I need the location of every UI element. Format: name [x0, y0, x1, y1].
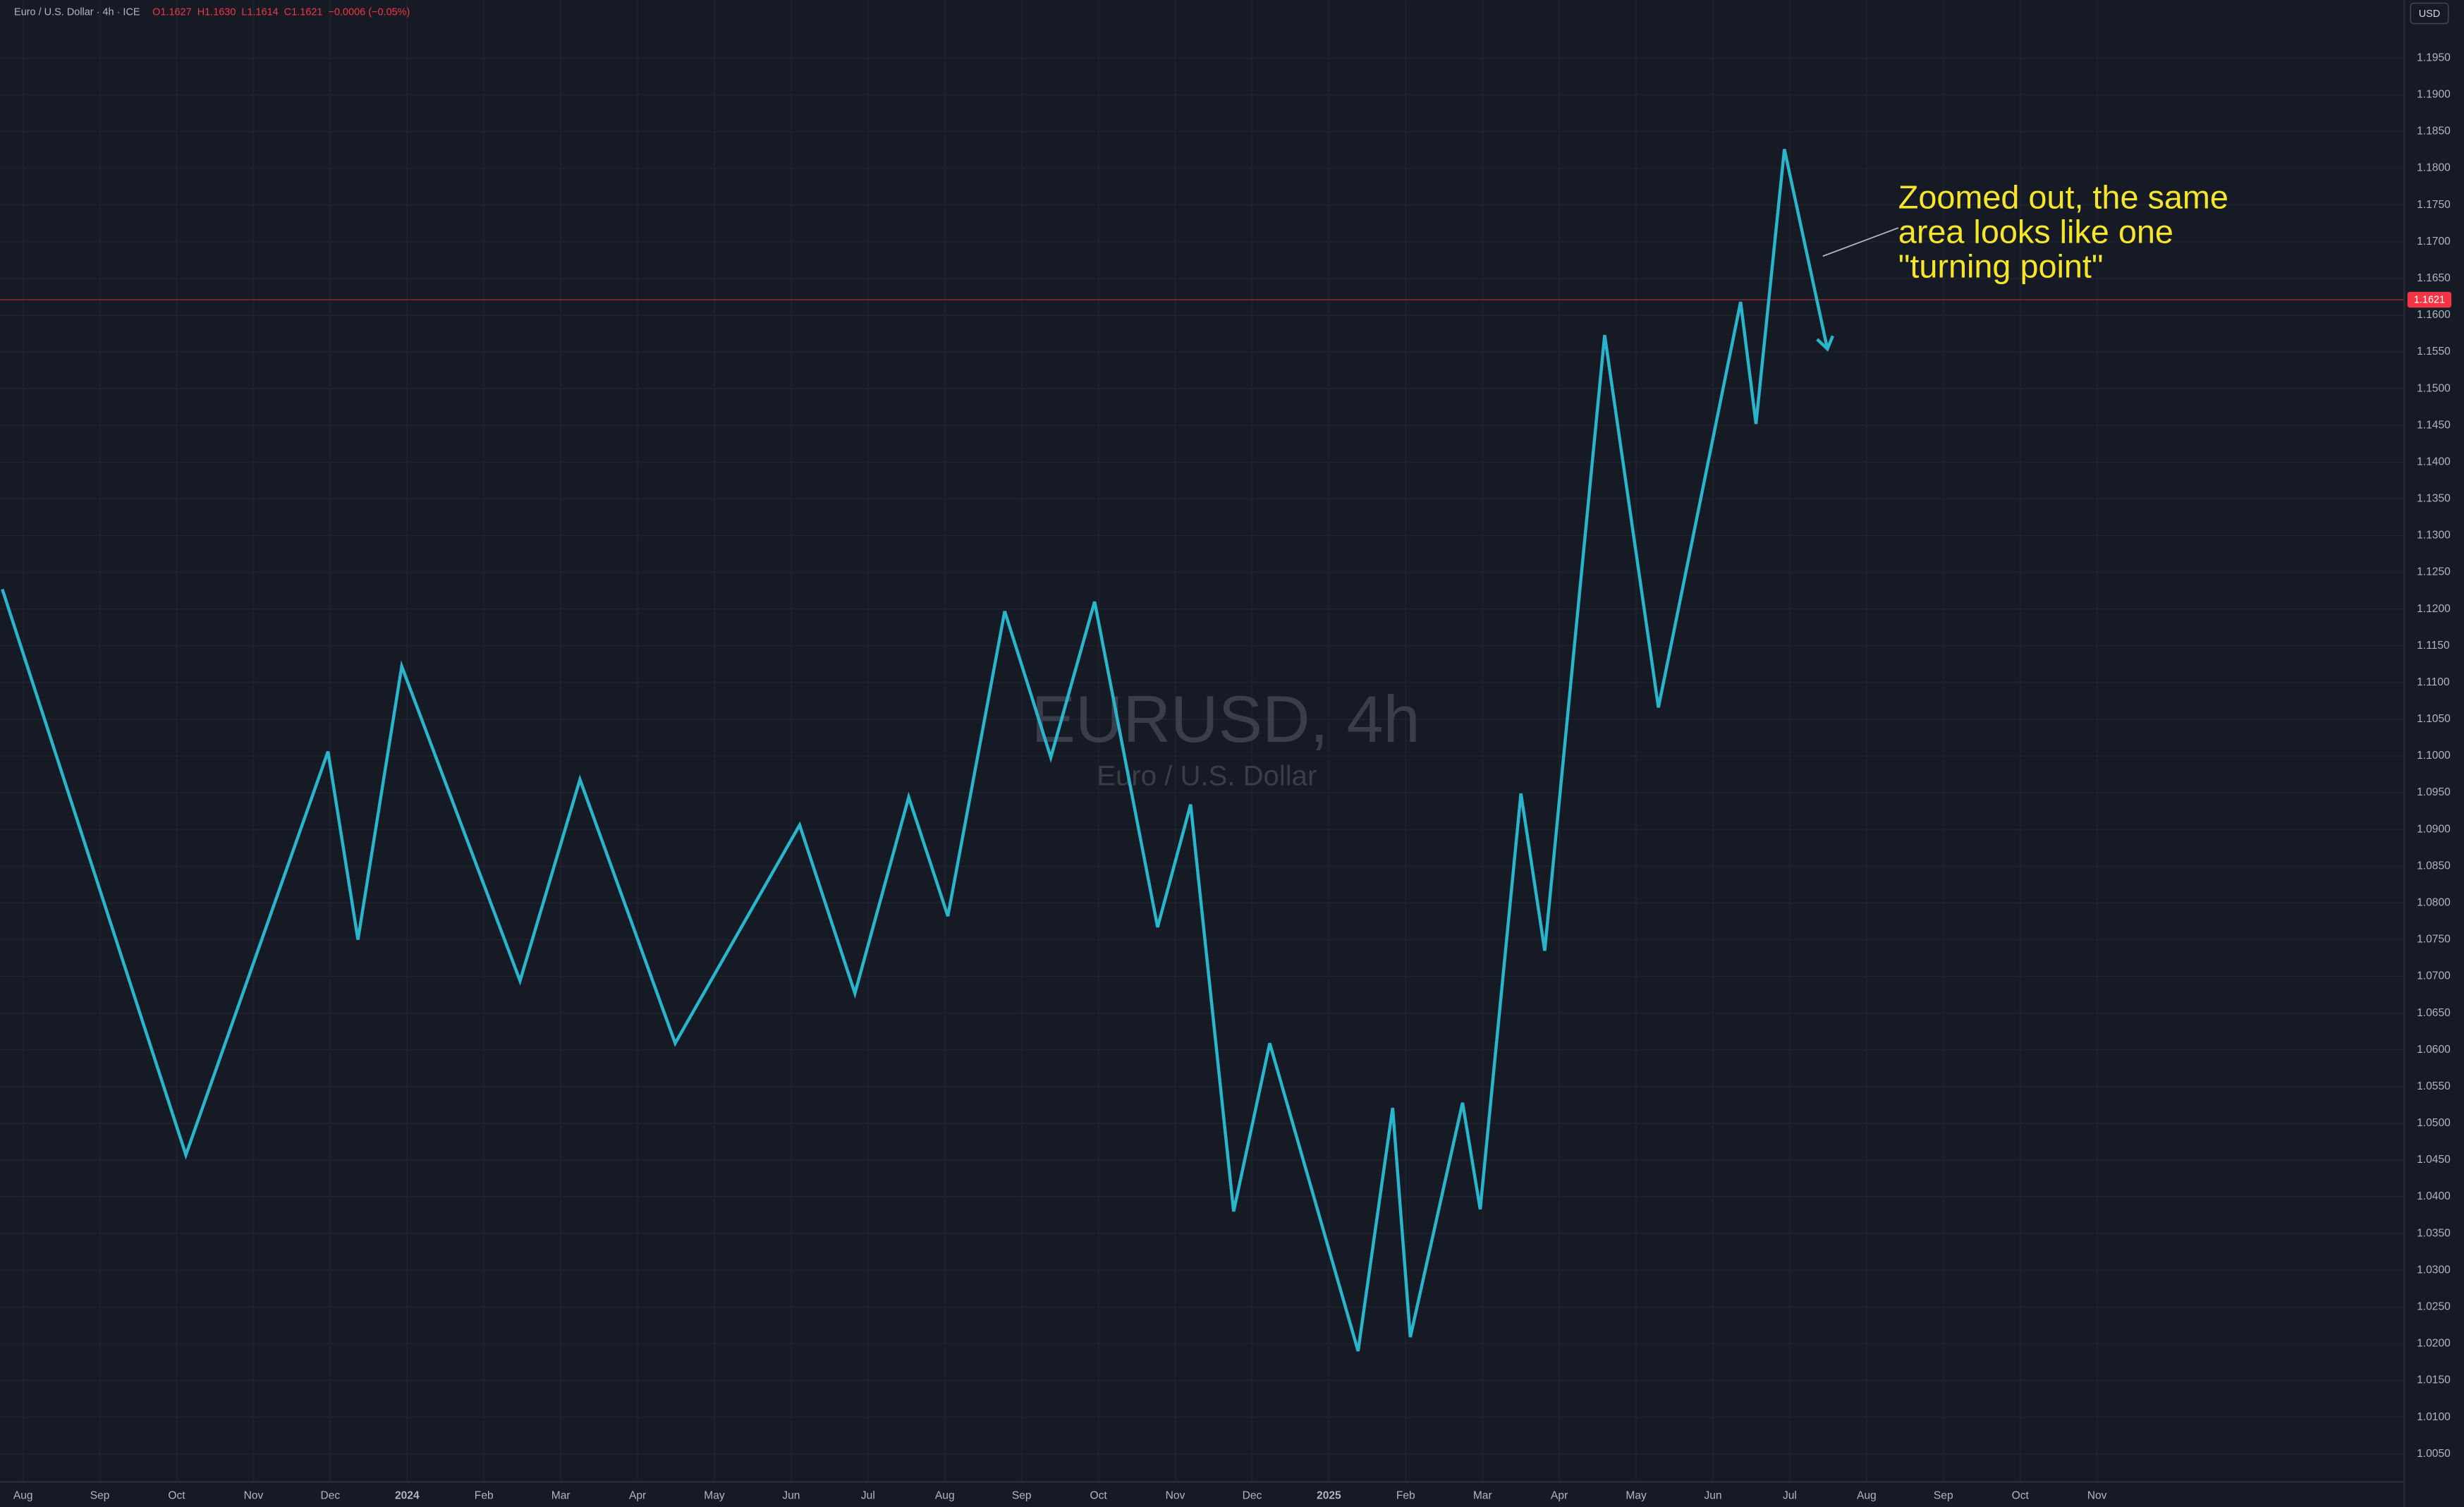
y-tick-label: 1.1000	[2417, 750, 2451, 762]
y-tick-label: 1.1950	[2417, 51, 2451, 63]
x-tick-label: Sep	[90, 1490, 110, 1502]
y-tick-label: 1.0200	[2417, 1338, 2451, 1350]
y-tick-label: 1.1500	[2417, 382, 2451, 394]
x-tick-label: Aug	[13, 1490, 33, 1502]
x-tick-label: Apr	[1551, 1490, 1568, 1502]
x-tick-label: Mar	[1473, 1490, 1492, 1502]
y-tick-label: 1.1700	[2417, 236, 2451, 248]
symbol-label: Euro / U.S. Dollar · 4h · ICE	[14, 7, 140, 18]
watermark-subtitle: Euro / U.S. Dollar	[1097, 761, 1317, 792]
grid	[0, 0, 2404, 1482]
y-tick-label: 1.1450	[2417, 419, 2451, 431]
y-tick-label: 1.0100	[2417, 1411, 2451, 1423]
y-tick-label: 1.0250	[2417, 1301, 2451, 1313]
y-tick-label: 1.0900	[2417, 823, 2451, 835]
ohlc-label: O1.1627 H1.1630 L1.1614 C1.1621 −0.0006 …	[152, 7, 410, 18]
x-tick-label: Apr	[629, 1490, 646, 1502]
y-tick-label: 1.1150	[2417, 640, 2450, 652]
annotation-connector	[1822, 227, 1899, 257]
y-tick-label: 1.0550	[2417, 1080, 2451, 1092]
watermark-title: EURUSD, 4h	[1031, 682, 1420, 756]
x-tick-label: Feb	[475, 1490, 494, 1502]
y-tick-label: 1.0950	[2417, 786, 2451, 798]
plot	[0, 149, 2405, 1352]
y-tick-label: 1.0600	[2417, 1044, 2451, 1056]
y-tick-label: 1.1100	[2417, 676, 2450, 688]
x-tick-label: Nov	[244, 1490, 264, 1502]
y-tick-label: 1.1400	[2417, 456, 2451, 468]
y-tick-label: 1.1250	[2417, 566, 2451, 578]
x-tick-label: Nov	[2087, 1490, 2107, 1502]
x-tick-label: May	[1626, 1490, 1647, 1502]
x-tick-label: 2025	[1317, 1490, 1341, 1502]
x-tick-label: Sep	[1012, 1490, 1032, 1502]
x-tick-label: Feb	[1396, 1490, 1415, 1502]
x-tick-label: Jun	[1704, 1490, 1721, 1502]
y-tick-label: 1.1300	[2417, 530, 2451, 542]
currency-label[interactable]: USD	[2419, 8, 2441, 20]
x-tick-label: Dec	[1243, 1490, 1262, 1502]
y-tick-label: 1.0450	[2417, 1154, 2451, 1166]
y-tick-label: 1.1550	[2417, 346, 2451, 358]
y-tick-label: 1.1650	[2417, 272, 2451, 284]
y-tick-label: 1.0500	[2417, 1117, 2451, 1129]
y-tick-label: 1.1750	[2417, 199, 2451, 211]
x-tick-label: Nov	[1166, 1490, 1185, 1502]
x-tick-label: 2024	[395, 1490, 420, 1502]
x-tick-label: Oct	[2012, 1490, 2030, 1502]
arrow-head	[1816, 335, 1834, 352]
x-tick-label: Oct	[1090, 1490, 1107, 1502]
x-tick-label: Dec	[321, 1490, 341, 1502]
y-tick-label: 1.0300	[2417, 1264, 2451, 1276]
last-price-tag	[2407, 291, 2452, 308]
y-tick-label: 1.1600	[2417, 309, 2451, 321]
x-tick-label: Jul	[1783, 1490, 1797, 1502]
y-tick-label: 1.1800	[2417, 162, 2451, 174]
y-tick-label: 1.0350	[2417, 1227, 2451, 1239]
y-tick-label: 1.1050	[2417, 713, 2451, 725]
currency-button[interactable]	[2410, 2, 2449, 25]
x-tick-label: Jun	[782, 1490, 800, 1502]
zigzag-line	[1, 149, 1829, 1352]
y-tick-label: 1.0400	[2417, 1190, 2451, 1202]
y-tick-label: 1.0050	[2417, 1448, 2451, 1460]
y-tick-label: 1.1200	[2417, 603, 2451, 615]
annotation-line: Zoomed out, the same	[1898, 178, 2228, 215]
x-tick-label: May	[704, 1490, 725, 1502]
y-tick-label: 1.0800	[2417, 897, 2451, 909]
x-tick-label: Jul	[861, 1490, 875, 1502]
y-tick-label: 1.0650	[2417, 1007, 2451, 1019]
y-tick-label: 1.1350	[2417, 493, 2451, 505]
x-tick-label: Mar	[551, 1490, 571, 1502]
x-tick-label: Oct	[168, 1490, 185, 1502]
annotation-line: "turning point"	[1898, 248, 2104, 284]
y-tick-label: 1.1900	[2417, 89, 2451, 101]
y-tick-label: 1.0700	[2417, 970, 2451, 982]
y-tick-label: 1.0150	[2417, 1374, 2451, 1386]
y-tick-label: 1.0850	[2417, 860, 2451, 872]
x-tick-label: Aug	[1857, 1490, 1877, 1502]
last-price-label: 1.1621	[2414, 295, 2445, 306]
y-tick-label: 1.1850	[2417, 126, 2451, 138]
y-tick-label: 1.0750	[2417, 934, 2451, 946]
x-tick-label: Sep	[1934, 1490, 1953, 1502]
annotation-line: area looks like one	[1898, 213, 2173, 250]
x-tick-label: Aug	[935, 1490, 955, 1502]
